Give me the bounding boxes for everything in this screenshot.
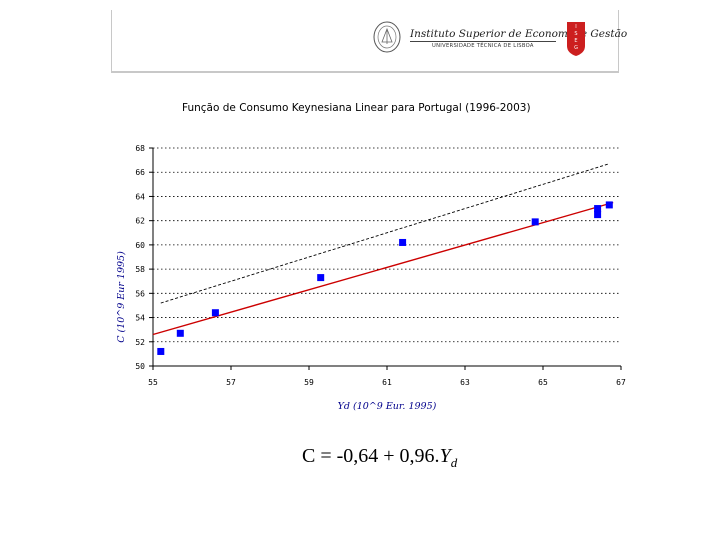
chart-title: Função de Consumo Keynesiana Linear para… [182,102,531,114]
y-tick-label: 54 [135,314,145,323]
x-tick-label: 67 [616,378,626,387]
equation-variable: Y [439,445,451,467]
y-axis-title: C (10^9 Eur 1995) [116,251,127,343]
regression-line [152,201,614,336]
svg-text:S: S [574,31,577,37]
institution-seal-icon [373,21,401,53]
equation-lhs: C = -0,64 + 0,96. [302,445,440,467]
university-name: UNIVERSIDADE TÉCNICA DE LISBOA [432,43,534,49]
y-tick-label: 62 [135,217,145,226]
svg-text:G: G [574,45,578,51]
svg-text:E: E [574,38,577,44]
svg-text:I: I [575,24,576,30]
y-tick-label: 58 [135,265,145,274]
header-rule [410,41,556,42]
data-point [399,238,407,246]
header-frame [111,10,619,73]
data-point [594,211,602,219]
y-tick-label: 56 [135,289,145,298]
data-point [176,329,184,337]
y-tick-label: 52 [135,338,145,347]
data-point [594,205,602,213]
x-tick-label: 59 [304,378,314,387]
y-tick-label: 64 [135,192,145,201]
reference-line [160,163,610,304]
y-tick-label: 68 [135,144,145,153]
data-point [605,201,613,209]
x-tick-label: 65 [538,378,548,387]
x-tick-label: 63 [460,378,470,387]
equation-subscript: d [450,455,458,470]
regression-equation: C = -0,64 + 0,96.Yd [302,445,457,471]
x-tick-label: 61 [382,378,392,387]
data-point [211,309,219,317]
y-tick-label: 60 [135,241,145,250]
data-point [317,274,325,282]
data-point [157,347,165,355]
y-tick-label: 66 [135,168,145,177]
iseg-shield-icon: I S E G [567,22,585,56]
x-tick-label: 57 [226,378,236,387]
data-point [531,218,539,226]
y-tick-label: 50 [135,362,145,371]
x-axis-title: Yd (10^9 Eur. 1995) [338,401,437,412]
x-tick-label: 55 [148,378,158,387]
